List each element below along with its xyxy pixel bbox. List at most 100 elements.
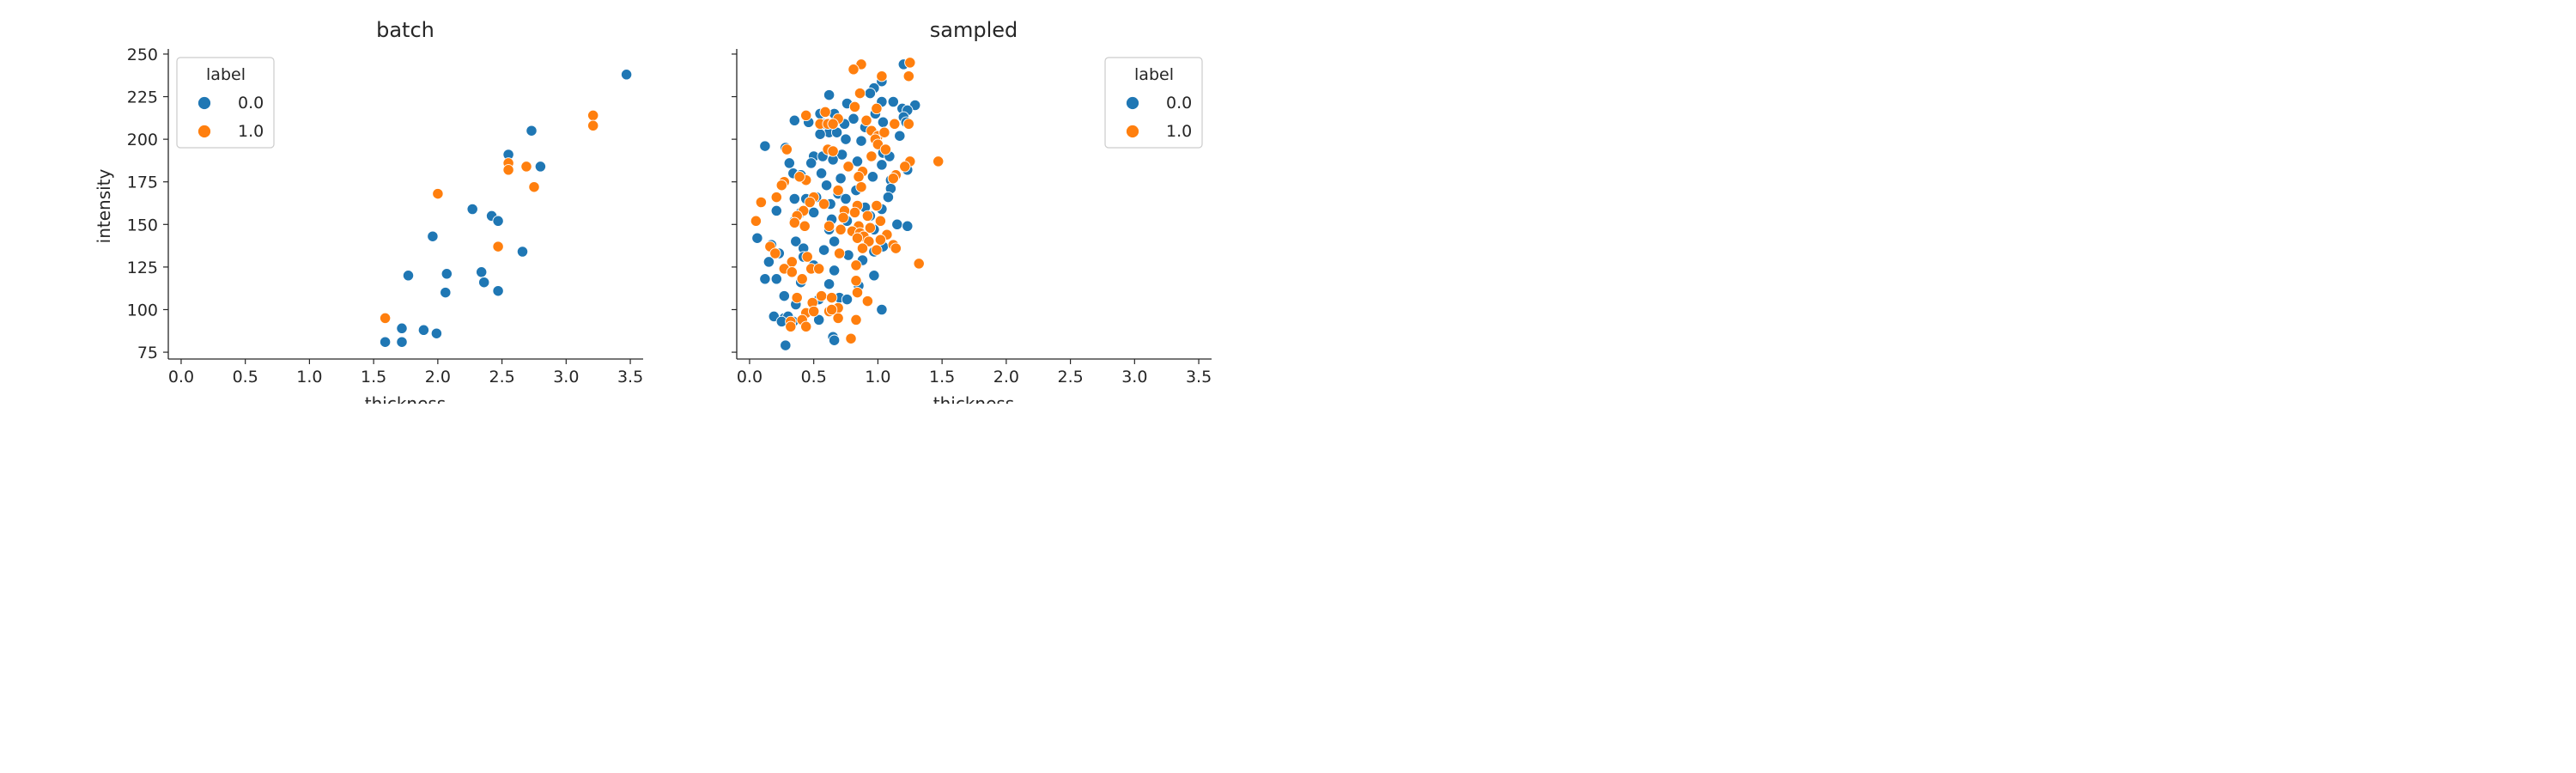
scatter-points	[750, 57, 945, 351]
scatter-point-label-1.0	[933, 155, 945, 167]
scatter-point-label-1.0	[913, 258, 925, 270]
scatter-point-label-1.0	[808, 305, 820, 318]
scatter-point-label-1.0	[835, 223, 847, 235]
x-tick-label: 1.0	[296, 368, 322, 386]
scatter-point-label-0.0	[841, 293, 854, 306]
scatter-point-label-0.0	[828, 334, 841, 346]
scatter-point-label-1.0	[866, 150, 878, 162]
scatter-point-label-0.0	[891, 218, 903, 230]
scatter-point-label-0.0	[877, 116, 890, 128]
scatter-point-label-1.0	[854, 87, 866, 100]
scatter-point-label-1.0	[827, 145, 839, 157]
scatter-point-label-0.0	[805, 157, 817, 169]
scatter-point-label-1.0	[813, 263, 825, 275]
x-axis-label: thickness	[365, 393, 446, 404]
legend-box	[1104, 57, 1203, 149]
scatter-point-label-1.0	[775, 180, 787, 192]
scatter-point-label-1.0	[842, 161, 854, 173]
scatter-point-label-1.0	[379, 312, 392, 325]
legend-marker-1	[197, 125, 211, 138]
scatter-point-label-1.0	[871, 244, 883, 256]
scatter-point-label-0.0	[492, 285, 504, 297]
scatter-point-label-0.0	[526, 125, 538, 137]
scatter-point-label-0.0	[396, 336, 408, 348]
x-ticks: 0.0 0.5 1.0 1.5 2.0 2.5 3.0 3.5	[737, 359, 1212, 386]
scatter-point-label-0.0	[770, 204, 782, 217]
scatter-point-label-0.0	[492, 215, 504, 227]
scatter-point-label-0.0	[620, 69, 633, 81]
scatter-point-label-1.0	[788, 216, 800, 228]
legend-label-1: 1.0	[1166, 122, 1192, 141]
scatter-point-label-0.0	[808, 206, 820, 219]
scatter-point-label-1.0	[860, 114, 872, 126]
legend-title: label	[206, 65, 246, 84]
scatter-point-label-1.0	[786, 266, 798, 278]
y-tick-label: 75	[137, 344, 158, 362]
scatter-point-label-0.0	[815, 167, 828, 180]
scatter-point-label-1.0	[817, 198, 830, 210]
scatter-point-label-1.0	[861, 295, 874, 307]
legend: label 0.0 1.0	[1104, 57, 1203, 149]
x-tick-label: 3.5	[617, 368, 643, 386]
scatter-point-label-1.0	[528, 181, 540, 193]
x-tick-label: 2.5	[1057, 368, 1083, 386]
y-tick-label: 250	[127, 46, 158, 64]
x-tick-label: 2.0	[425, 368, 451, 386]
legend-label-0: 0.0	[1166, 94, 1192, 113]
scatter-point-label-1.0	[855, 181, 867, 193]
legend-label-0: 0.0	[238, 94, 264, 113]
scatter-point-label-1.0	[889, 118, 901, 130]
scatter-point-label-1.0	[874, 215, 887, 227]
scatter-point-label-0.0	[864, 87, 877, 100]
scatter-point-label-1.0	[755, 196, 768, 209]
legend-label-1: 1.0	[238, 122, 264, 141]
scatter-point-label-1.0	[520, 161, 532, 173]
scatter-point-label-0.0	[828, 265, 841, 277]
y-tick-label: 125	[127, 259, 158, 277]
scatter-point-label-1.0	[853, 171, 865, 183]
scatter-point-label-1.0	[800, 109, 812, 122]
scatter-point-label-1.0	[815, 289, 828, 302]
scatter-point-label-0.0	[440, 286, 452, 299]
legend-box	[176, 57, 275, 149]
scatter-point-label-1.0	[851, 232, 864, 244]
scatter-point-label-0.0	[778, 289, 790, 302]
scatter-point-label-1.0	[871, 199, 883, 212]
y-axis-label: intensity	[94, 168, 114, 243]
x-tick-label: 0.5	[801, 368, 827, 386]
scatter-point-label-0.0	[902, 220, 914, 232]
scatter-point-label-0.0	[770, 273, 782, 285]
legend-marker-0	[1126, 96, 1139, 110]
scatter-point-label-1.0	[861, 210, 874, 222]
y-tick-label: 200	[127, 131, 158, 149]
scatter-point-label-1.0	[899, 161, 911, 173]
scatter-point-label-0.0	[759, 140, 771, 152]
scatter-point-label-1.0	[587, 109, 599, 122]
scatter-point-label-0.0	[516, 246, 529, 258]
scatter-point-label-1.0	[796, 273, 808, 285]
scatter-point-label-0.0	[887, 95, 899, 108]
y-ticks: 75 100 125 150 175 200 225 250	[127, 46, 168, 362]
scatter-point-label-1.0	[864, 222, 877, 234]
scatter-point-label-0.0	[396, 322, 408, 334]
scatter-point-label-1.0	[781, 143, 793, 155]
scatter-point-label-1.0	[804, 196, 816, 209]
scatter-point-label-0.0	[894, 130, 906, 142]
scatter-point-label-0.0	[876, 159, 888, 171]
scatter-point-label-0.0	[762, 256, 775, 268]
scatter-point-label-0.0	[814, 128, 826, 140]
y-tick-label: 225	[127, 88, 158, 107]
scatter-point-label-0.0	[868, 270, 880, 282]
scatter-point-label-0.0	[882, 191, 895, 204]
y-tick-label: 150	[127, 216, 158, 234]
scatter-point-label-1.0	[848, 206, 861, 219]
scatter-point-label-1.0	[874, 234, 887, 246]
scatter-point-label-1.0	[800, 320, 812, 332]
scatter-point-label-1.0	[848, 64, 860, 76]
panel-batch: batch 0.0 0.5 1.0 1.5 2.0 2.5 3.0 3.5 75 100 125 1…	[94, 18, 643, 404]
scatter-point-label-0.0	[379, 336, 392, 348]
scatter-point-label-1.0	[902, 70, 914, 82]
legend-title: label	[1134, 65, 1174, 84]
scatter-point-label-1.0	[902, 118, 914, 130]
scatter-point-label-0.0	[790, 235, 802, 247]
